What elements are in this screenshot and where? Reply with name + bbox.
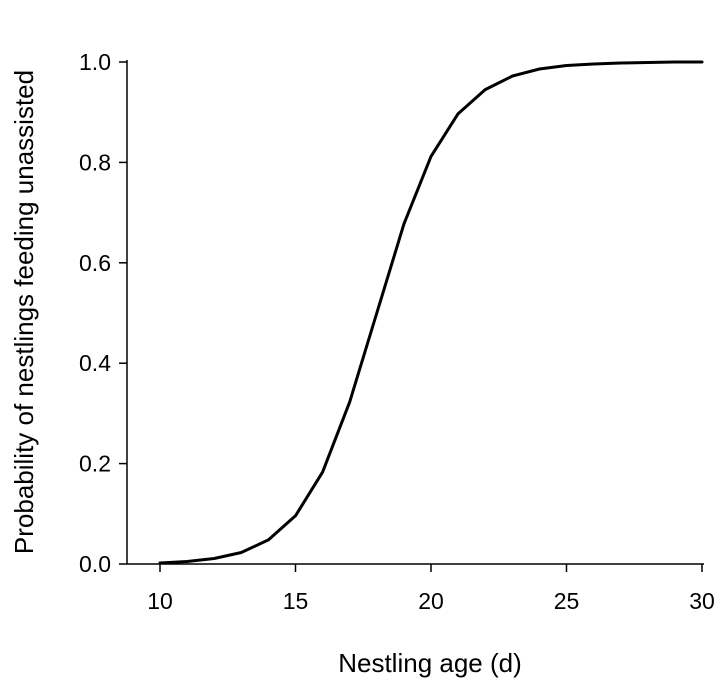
x-tick-label: 20	[418, 588, 444, 614]
y-tick-label: 0.0	[79, 551, 111, 577]
x-tick-label: 25	[554, 588, 580, 614]
y-tick-label: 1.0	[79, 49, 111, 75]
y-tick-label: 0.4	[79, 350, 111, 376]
y-tick-label: 0.8	[79, 149, 111, 175]
y-axis-title: Probability of nestlings feeding unassis…	[9, 70, 39, 554]
y-tick-label: 0.6	[79, 250, 111, 276]
x-tick-label: 10	[147, 588, 173, 614]
series-line-0	[158, 60, 704, 565]
plot-area: 0.0 0.2 0.4 0.6 0.8 1.0 10 15 20 25 30	[79, 49, 715, 614]
x-tick-label: 30	[689, 588, 715, 614]
x-axis-title: Nestling age (d)	[338, 648, 522, 678]
x-tick-label: 15	[283, 588, 309, 614]
y-tick-label: 0.2	[79, 451, 111, 477]
